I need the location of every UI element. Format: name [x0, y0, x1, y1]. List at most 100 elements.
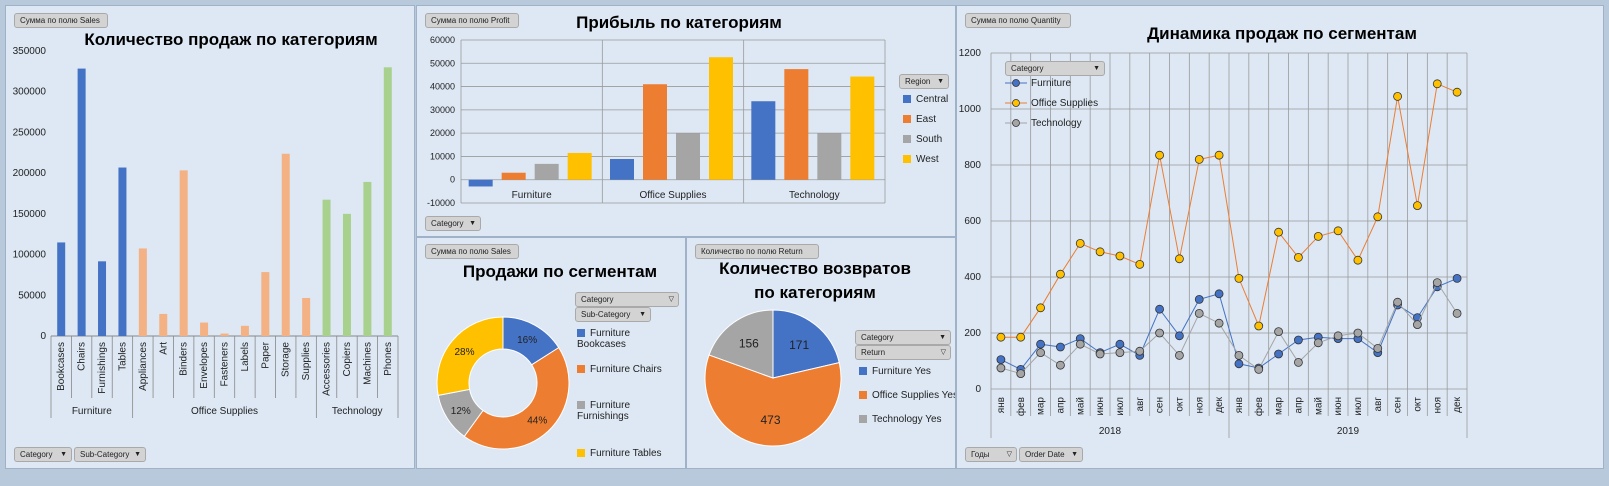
legend-item: Technology: [1005, 118, 1082, 129]
y-tick-label: 0: [975, 384, 981, 395]
region-legend-label: Region: [905, 77, 931, 86]
pie-slice: [708, 309, 774, 379]
bar: [220, 333, 229, 336]
data-point: [996, 363, 1006, 373]
region-legend-button[interactable]: Region ▼: [899, 74, 949, 89]
legend-label: Furniture Yes: [872, 366, 931, 377]
bar: [751, 101, 776, 180]
legend-swatch: [859, 367, 867, 376]
sales-field-button[interactable]: Сумма по полю Sales: [14, 13, 108, 28]
data-point: [1333, 226, 1343, 236]
data-point: [1194, 294, 1204, 304]
dynamics-panel: Сумма по полю Quantity Динамика продаж п…: [956, 5, 1604, 469]
bar: [322, 199, 331, 336]
bar: [643, 84, 667, 180]
data-point: [1294, 357, 1303, 367]
x-tick-label: Fasteners: [220, 342, 231, 386]
returns-field-button-label: Количество по полю Return: [701, 247, 803, 256]
x-tick-label: янв: [996, 397, 1007, 413]
y-tick-label: 0: [450, 175, 455, 185]
data-point: [1452, 87, 1462, 97]
segments-chart-title: Продажи по сегментам: [462, 262, 658, 281]
years-button[interactable]: Годы ▽: [965, 447, 1017, 462]
segments-panel: Сумма по полю Sales Продажи по сегментам…: [416, 237, 686, 469]
quantity-field-button[interactable]: Сумма по полю Quantity: [965, 13, 1071, 28]
data-point: [1393, 92, 1402, 101]
x-tick-label: май: [1313, 397, 1324, 415]
data-point: [1214, 289, 1224, 299]
category-filter-label: Category: [20, 450, 53, 459]
segments-category-button[interactable]: Category ▽: [575, 292, 679, 307]
data-point: [1115, 339, 1125, 349]
profit-panel: Сумма по полю Profit Прибыль по категори…: [416, 5, 956, 237]
returns-field-button[interactable]: Количество по полю Return: [695, 244, 819, 259]
x-tick-label: Paper: [260, 341, 271, 368]
pie-slice: [772, 309, 840, 379]
data-point: [996, 332, 1006, 342]
legend-label: Furniture Bookcases: [577, 328, 631, 350]
slice-label: 16%: [517, 335, 537, 346]
x-tick-label: Art: [158, 342, 169, 355]
data-point: [1313, 231, 1323, 241]
bar: [240, 325, 249, 336]
order-date-button[interactable]: Order Date ▼: [1019, 447, 1083, 462]
x-tick-label: Supplies: [301, 342, 312, 380]
profit-field-button[interactable]: Сумма по полю Profit: [425, 13, 519, 28]
bar: [709, 57, 733, 180]
data-point: [1056, 360, 1065, 370]
x-tick-label: Accessories: [322, 342, 333, 396]
bar: [501, 172, 526, 180]
y-tick-label: 350000: [13, 46, 47, 57]
subcategory-filter-label: Sub-Category: [80, 450, 130, 459]
data-point: [1313, 338, 1323, 348]
returns-return-button[interactable]: Return ▽: [855, 345, 951, 360]
legend-label: South: [916, 134, 943, 145]
data-point: [1115, 348, 1125, 358]
slice-label: 156: [739, 337, 759, 351]
x-tick-label: сен: [1155, 397, 1166, 413]
data-point: [1095, 247, 1105, 257]
segments-subcategory-button[interactable]: Sub-Category ▼: [575, 307, 651, 322]
x-tick-label: ноя: [1432, 397, 1443, 414]
bar: [567, 152, 592, 180]
x-tick-label: июл: [1353, 397, 1364, 416]
x-tick-label: Bookcases: [56, 342, 67, 391]
segments-field-button[interactable]: Сумма по полю Sales: [425, 244, 519, 259]
chevron-down-icon: ▼: [60, 451, 67, 458]
order-date-label: Order Date: [1025, 450, 1065, 459]
profit-category-button[interactable]: Category ▼: [425, 216, 481, 231]
dynamics-category-button[interactable]: Category ▼: [1005, 61, 1105, 76]
x-tick-label: Appliances: [138, 342, 149, 391]
bar: [179, 170, 188, 336]
returns-category-button[interactable]: Category ▼: [855, 330, 951, 345]
profit-field-button-label: Сумма по полю Profit: [431, 16, 510, 25]
years-button-label: Годы: [971, 450, 990, 459]
bar: [610, 158, 634, 180]
data-point: [1452, 273, 1462, 283]
sales-by-subcategory-panel: Сумма по полю Sales Количество продаж по…: [5, 5, 415, 469]
legend-swatch: [859, 391, 867, 400]
legend-label: Furniture: [1031, 78, 1072, 89]
data-point: [1353, 255, 1363, 265]
year-label: 2018: [1099, 426, 1122, 437]
quantity-field-button-label: Сумма по полю Quantity: [971, 16, 1061, 25]
bar: [363, 181, 372, 336]
data-point: [1413, 320, 1422, 330]
y-tick-label: 1200: [959, 48, 982, 59]
x-tick-label: Storage: [281, 342, 292, 377]
x-tick-label: янв: [1234, 397, 1245, 413]
dynamics-category-label: Category: [1011, 64, 1044, 73]
sales-chart-title: Количество продаж по категориям: [84, 30, 378, 49]
subcategory-filter-button[interactable]: Sub-Category ▼: [74, 447, 146, 462]
data-point: [1393, 297, 1402, 307]
legend-item: Technology Yes: [859, 414, 955, 425]
chevron-down-icon: ▼: [1093, 65, 1100, 72]
x-tick-label: авг: [1373, 397, 1384, 412]
category-filter-button[interactable]: Category ▼: [14, 447, 72, 462]
data-point: [1353, 328, 1363, 338]
x-tick-label: апр: [1055, 397, 1066, 414]
y-tick-label: 300000: [13, 87, 47, 98]
x-tick-label: июн: [1095, 397, 1106, 416]
data-point: [1194, 154, 1204, 164]
